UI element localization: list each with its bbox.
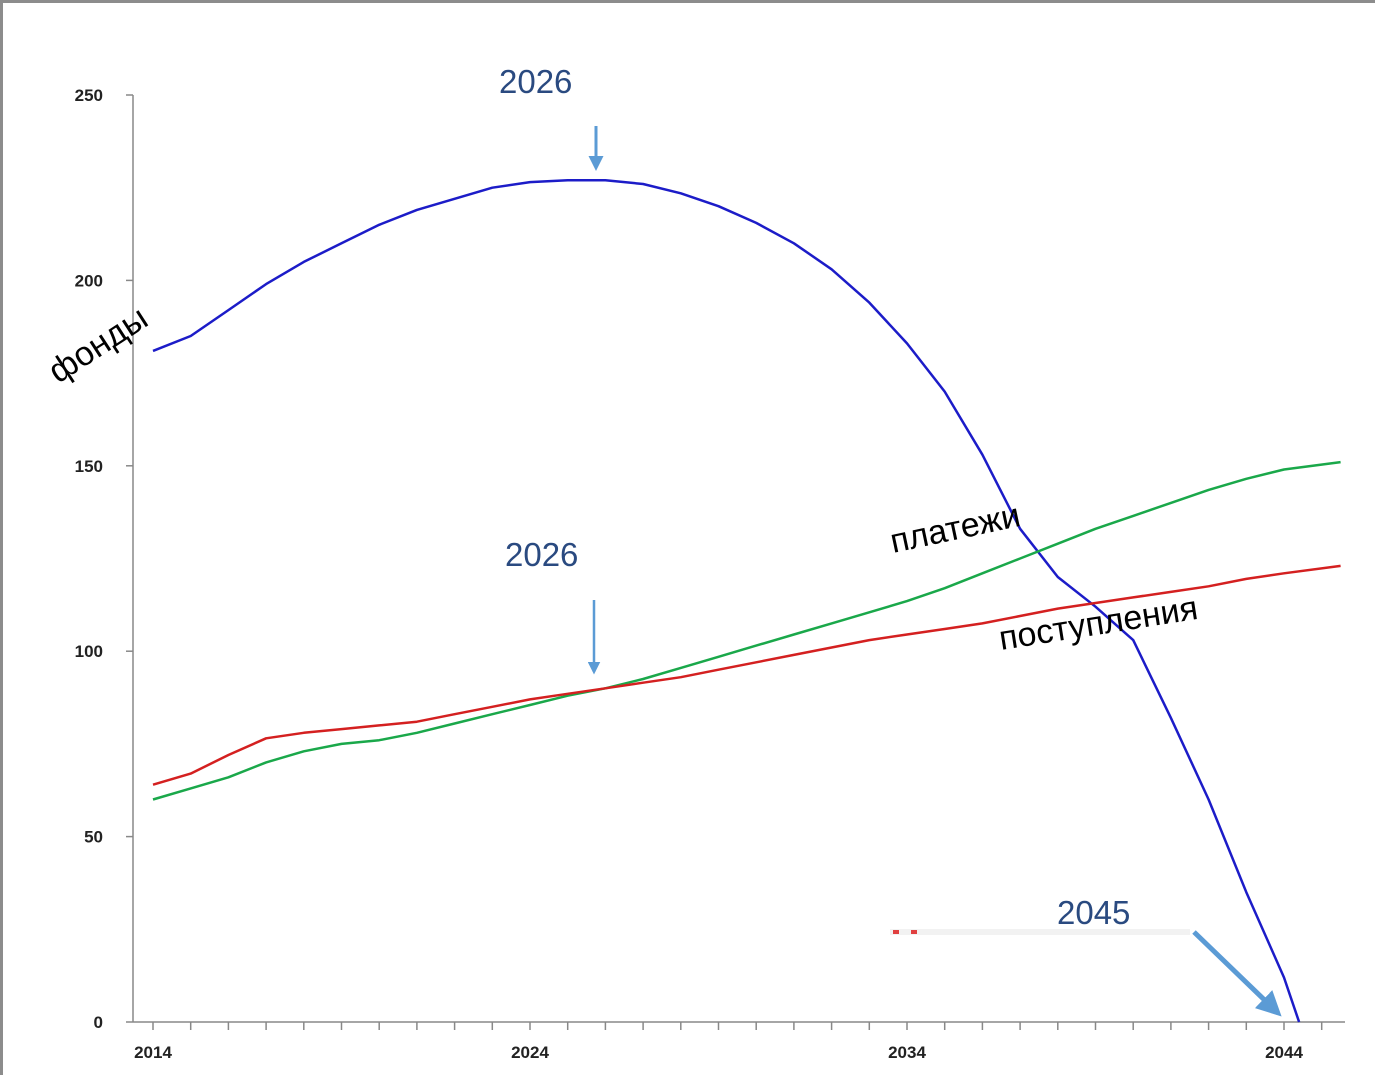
y-tick-label: 50 bbox=[84, 828, 103, 847]
y-tick-label: 0 bbox=[94, 1013, 103, 1032]
x-tick-group: 2014 2024 2034 2044 bbox=[134, 1022, 1323, 1062]
series-line-platezhi bbox=[152, 460, 1341, 801]
x-tick-label: 2024 bbox=[511, 1043, 549, 1062]
x-tick-label: 2034 bbox=[888, 1043, 926, 1062]
y-tick-label: 150 bbox=[75, 457, 103, 476]
series-layer bbox=[152, 179, 1341, 1023]
annotation-2026-mid: 2026 bbox=[505, 536, 578, 573]
axes: 0 50 100 150 200 250 2014 2024 2034 2044 bbox=[75, 86, 1345, 1062]
series-line-fondy bbox=[152, 179, 1301, 1023]
annotation-layer: 2026 2026 2045 фонды платежи поступления bbox=[42, 63, 1282, 1017]
annotation-2026-top: 2026 bbox=[499, 63, 572, 100]
y-tick-group: 0 50 100 150 200 250 bbox=[75, 86, 133, 1032]
y-tick-label: 250 bbox=[75, 86, 103, 105]
series-line-postupleniya bbox=[152, 564, 1341, 786]
series-label-fondy: фонды bbox=[42, 299, 155, 391]
x-tick-label: 2044 bbox=[1265, 1043, 1303, 1062]
annotation-2045: 2045 bbox=[1057, 894, 1130, 931]
series-label-postupleniya: поступления bbox=[996, 589, 1200, 658]
y-tick-label: 200 bbox=[75, 271, 103, 290]
x-tick-label: 2014 bbox=[134, 1043, 172, 1062]
series-label-platezhi: платежи bbox=[887, 496, 1024, 561]
y-tick-label: 100 bbox=[75, 642, 103, 661]
annotation-arrow-2045 bbox=[1192, 930, 1282, 1017]
